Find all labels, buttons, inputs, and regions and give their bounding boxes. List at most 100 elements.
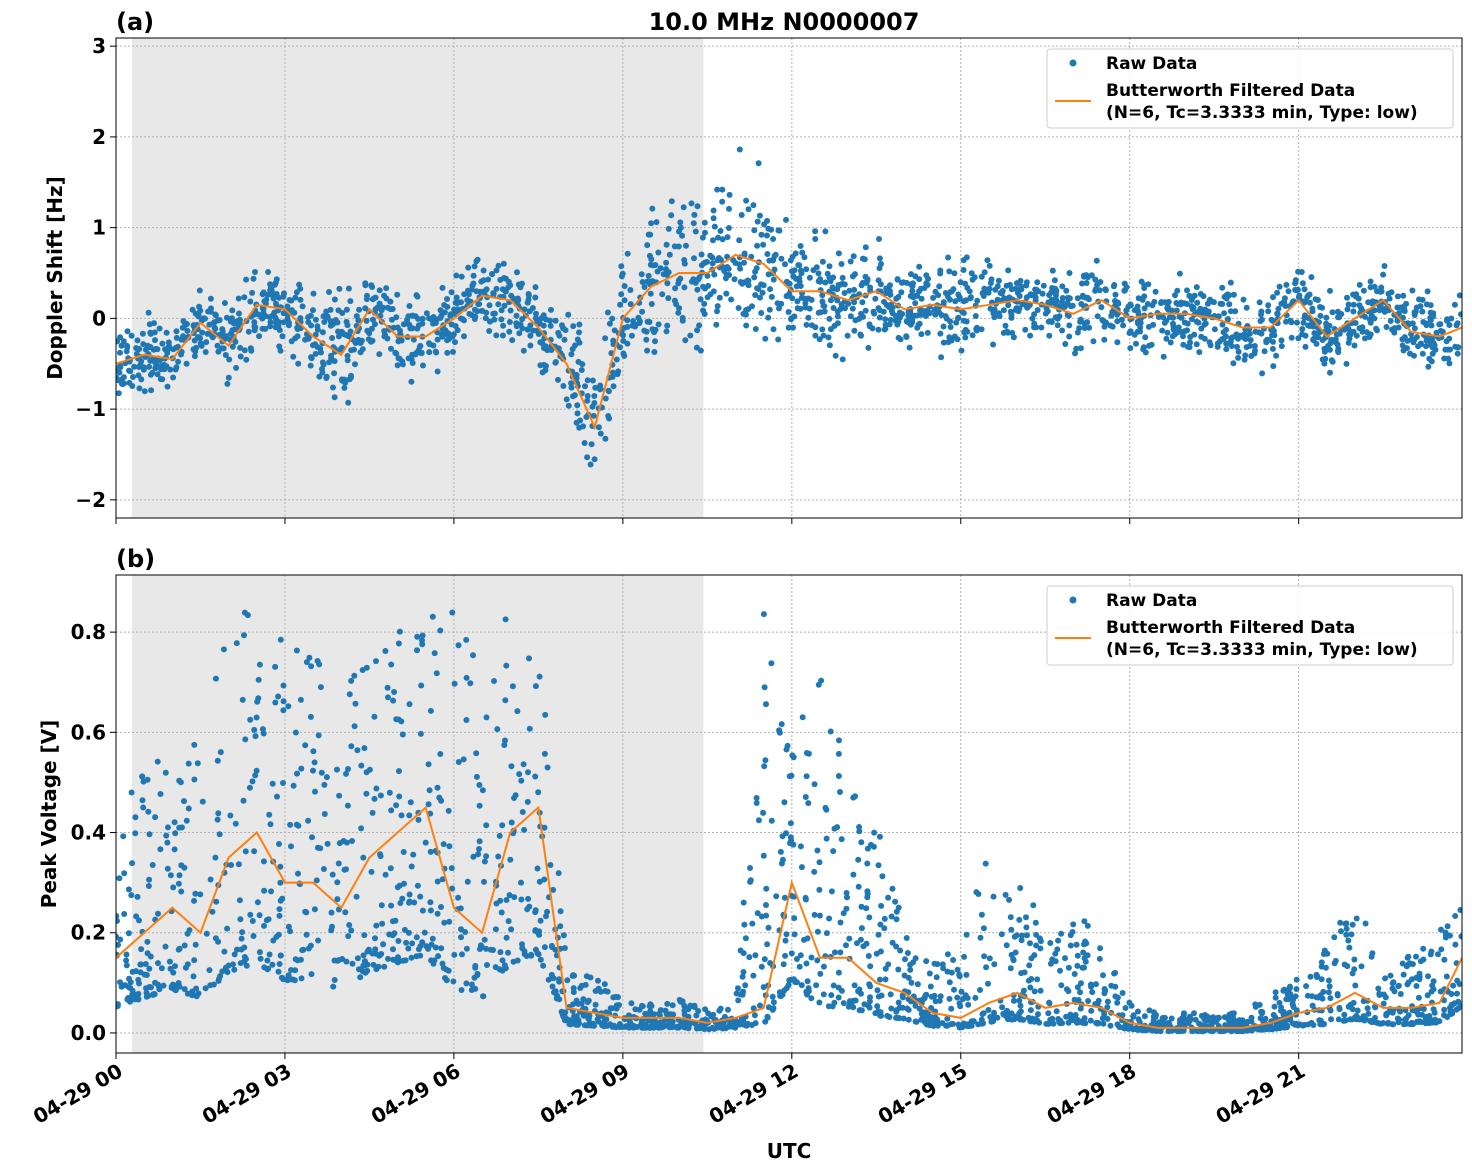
raw-data-point xyxy=(882,316,889,323)
raw-data-point xyxy=(585,997,592,1004)
raw-data-point xyxy=(302,336,309,343)
raw-data-point xyxy=(323,774,330,781)
raw-data-point xyxy=(1199,1028,1205,1035)
raw-data-point xyxy=(803,266,810,273)
raw-data-point xyxy=(753,800,760,806)
raw-data-point xyxy=(1332,337,1339,344)
raw-data-point xyxy=(1424,992,1431,999)
raw-data-point xyxy=(821,303,828,310)
raw-data-point xyxy=(1305,292,1312,299)
raw-data-point xyxy=(144,342,151,349)
raw-data-point xyxy=(1027,984,1034,991)
raw-data-point xyxy=(947,324,954,330)
raw-data-point xyxy=(763,902,769,908)
raw-data-point xyxy=(1093,981,1099,988)
raw-data-point xyxy=(872,1010,879,1017)
raw-data-point xyxy=(473,773,480,780)
raw-data-point xyxy=(808,296,815,303)
raw-data-point xyxy=(123,957,130,964)
raw-data-point xyxy=(827,278,834,285)
raw-data-point xyxy=(1329,358,1336,365)
y-tick-label: 0.2 xyxy=(71,921,106,945)
raw-data-point xyxy=(1092,287,1099,294)
raw-data-point xyxy=(787,257,794,264)
raw-data-point xyxy=(1100,1020,1107,1027)
raw-data-point xyxy=(1186,344,1193,351)
raw-data-point xyxy=(365,336,372,343)
raw-data-point xyxy=(116,875,123,882)
raw-data-point xyxy=(978,326,985,333)
raw-data-point xyxy=(450,978,457,985)
raw-data-point xyxy=(439,960,446,967)
raw-data-point xyxy=(823,835,830,842)
raw-data-point xyxy=(702,285,708,292)
raw-data-point xyxy=(801,254,808,261)
raw-data-point xyxy=(1448,315,1455,322)
raw-data-point xyxy=(1221,310,1228,317)
raw-data-point xyxy=(1032,919,1039,926)
raw-data-point xyxy=(391,957,398,963)
raw-data-point xyxy=(802,300,809,307)
raw-data-point xyxy=(981,269,988,276)
raw-data-point xyxy=(271,281,278,288)
raw-data-point xyxy=(638,271,645,278)
raw-data-point xyxy=(299,303,306,310)
raw-data-point xyxy=(928,1005,935,1011)
raw-data-point xyxy=(944,968,951,975)
raw-data-point xyxy=(232,338,239,345)
raw-data-point xyxy=(233,318,240,325)
raw-data-point xyxy=(940,339,947,346)
raw-data-point xyxy=(754,285,761,292)
raw-data-point xyxy=(121,870,128,877)
raw-data-point xyxy=(241,347,248,354)
raw-data-point xyxy=(1079,293,1086,300)
raw-data-point xyxy=(605,388,612,395)
raw-data-point xyxy=(1338,311,1345,317)
raw-data-point xyxy=(260,858,267,865)
raw-data-point xyxy=(498,909,505,916)
raw-data-point xyxy=(544,908,551,915)
raw-data-point xyxy=(207,308,214,315)
raw-data-point xyxy=(272,663,279,670)
raw-data-point xyxy=(1111,970,1118,977)
raw-data-point xyxy=(643,328,650,335)
raw-data-point xyxy=(1432,1016,1439,1023)
raw-data-point xyxy=(165,345,172,352)
raw-data-point xyxy=(874,1003,881,1010)
raw-data-point xyxy=(797,843,804,850)
raw-data-point xyxy=(816,999,823,1006)
raw-data-point xyxy=(1211,326,1218,333)
raw-data-point xyxy=(990,893,997,900)
raw-data-point xyxy=(896,1015,903,1022)
raw-data-point xyxy=(1084,319,1091,326)
raw-data-point xyxy=(797,305,804,312)
raw-data-point xyxy=(276,961,283,967)
raw-data-point xyxy=(1287,317,1294,324)
raw-data-point xyxy=(785,324,792,331)
raw-data-point xyxy=(887,317,894,323)
raw-data-point xyxy=(936,283,943,290)
raw-data-point xyxy=(695,1008,702,1014)
raw-data-point xyxy=(269,780,276,787)
raw-data-point xyxy=(1227,279,1234,286)
raw-data-point xyxy=(1327,1007,1334,1014)
raw-data-point xyxy=(235,295,242,302)
raw-data-point xyxy=(563,396,570,403)
raw-data-point xyxy=(1342,920,1349,927)
raw-data-point xyxy=(129,987,136,994)
raw-data-point xyxy=(906,344,913,351)
raw-data-point xyxy=(481,936,488,943)
raw-data-point xyxy=(826,342,833,349)
raw-data-point xyxy=(624,323,631,330)
raw-data-point xyxy=(1299,326,1306,332)
raw-data-point xyxy=(677,219,684,226)
raw-data-point xyxy=(439,876,446,883)
raw-data-point xyxy=(1248,1014,1255,1021)
raw-data-point xyxy=(555,870,562,877)
raw-data-point xyxy=(618,263,625,270)
raw-data-point xyxy=(458,926,464,933)
raw-data-point xyxy=(1267,1026,1274,1033)
raw-data-point xyxy=(251,327,258,334)
raw-data-point xyxy=(826,315,833,322)
raw-data-point xyxy=(1311,335,1317,342)
